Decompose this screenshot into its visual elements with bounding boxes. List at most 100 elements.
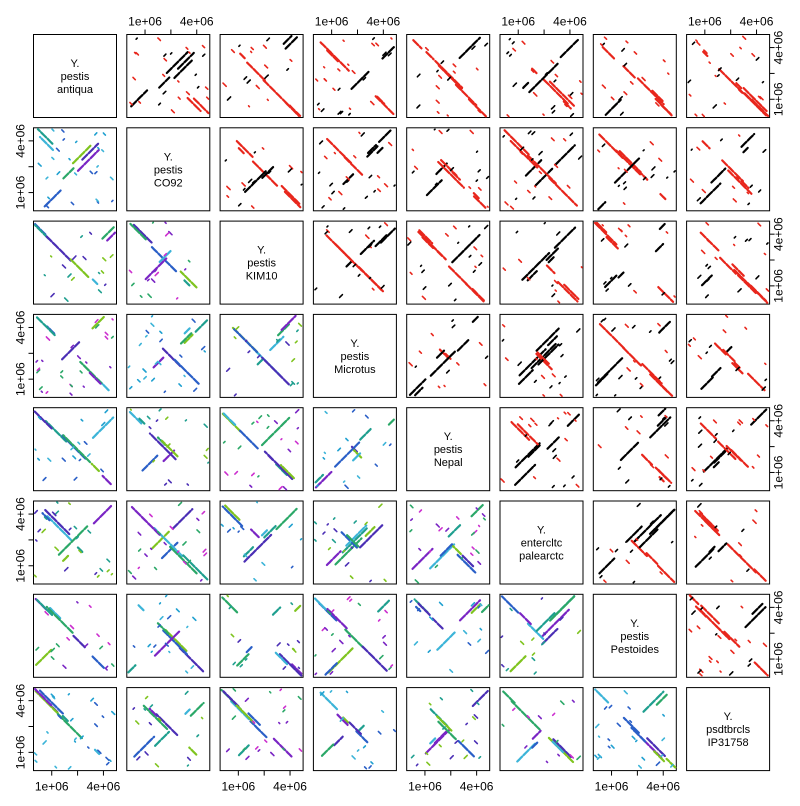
alignment-segment [145, 329, 150, 334]
alignment-segment [574, 419, 577, 422]
alignment-segment [702, 469, 706, 473]
alignment-segment [266, 414, 270, 418]
alignment-segment [453, 298, 457, 302]
alignment-segment [548, 422, 553, 427]
alignment-segment [559, 616, 564, 621]
alignment-segment [470, 601, 476, 607]
alignment-segment [712, 460, 721, 469]
alignment-segment [414, 579, 420, 584]
alignment-segment [622, 716, 640, 734]
alignment-segment [641, 756, 646, 761]
alignment-segment [438, 348, 449, 359]
diagonal-label-line: pestis [434, 444, 463, 456]
alignment-segment [221, 505, 244, 528]
alignment-segment [627, 224, 631, 228]
alignment-segment [623, 168, 628, 173]
alignment-segment [38, 386, 43, 391]
alignment-segment [251, 472, 255, 477]
alignment-segment [627, 282, 632, 287]
alignment-segment [603, 317, 607, 321]
panel-frame [312, 127, 397, 212]
axis-tick-label: 4e+06 [87, 780, 121, 794]
alignment-segment [728, 671, 734, 676]
alignment-segment [62, 167, 75, 180]
alignment-segment [526, 276, 531, 281]
alignment-segment [55, 510, 60, 515]
alignment-segment [533, 379, 537, 383]
alignment-segment [35, 598, 54, 617]
alignment-segment [176, 550, 180, 554]
alignment-segment [608, 704, 613, 709]
alignment-segment [368, 765, 372, 769]
alignment-segment [188, 51, 191, 54]
alignment-segment [296, 382, 299, 385]
alignment-segment [67, 693, 71, 696]
alignment-segment [418, 509, 423, 513]
alignment-segment [337, 87, 341, 91]
axis-tick-label: 4e+06 [772, 404, 786, 438]
alignment-segment [553, 163, 559, 169]
alignment-segment [549, 176, 554, 181]
alignment-segment [510, 700, 541, 731]
alignment-segment [542, 394, 546, 397]
alignment-segment [62, 138, 66, 141]
alignment-segment [47, 457, 52, 462]
alignment-segment [609, 276, 613, 280]
alignment-segment [708, 655, 713, 661]
alignment-segment [699, 182, 722, 205]
alignment-segment [411, 170, 415, 174]
alignment-segment [438, 74, 443, 79]
panel-co92-pestoides [592, 127, 677, 212]
alignment-segment [429, 542, 457, 570]
alignment-segment [617, 167, 620, 170]
alignment-segment [109, 254, 114, 259]
alignment-segment [742, 146, 749, 154]
diagonal-label-line: Y. [444, 431, 453, 443]
alignment-segment [569, 132, 574, 137]
alignment-segment [338, 293, 344, 299]
alignment-segment [531, 741, 539, 749]
alignment-segment [434, 59, 464, 89]
alignment-segment [333, 528, 338, 533]
alignment-segment [76, 355, 82, 360]
alignment-segment [266, 425, 270, 429]
alignment-segment [129, 385, 133, 390]
alignment-segment [716, 660, 719, 664]
panel-frame [33, 34, 117, 118]
alignment-segment [70, 276, 75, 281]
alignment-segment [383, 183, 389, 188]
axis-tick-label: 1e+06 [315, 15, 349, 29]
alignment-segment [261, 561, 266, 566]
alignment-segment [371, 42, 376, 47]
panel-frame [499, 407, 584, 492]
alignment-segment [477, 605, 481, 609]
alignment-segment [712, 419, 718, 424]
alignment-segment [559, 38, 579, 59]
alignment-segment [478, 341, 483, 346]
alignment-segment [51, 511, 57, 516]
alignment-segment [517, 369, 534, 385]
alignment-segment [155, 419, 159, 422]
panel-palearctc-antiqua [33, 500, 117, 585]
alignment-segment [347, 63, 350, 66]
alignment-segment [513, 180, 518, 184]
alignment-segment [708, 61, 711, 64]
alignment-segment [449, 668, 454, 673]
alignment-segment [171, 508, 194, 530]
alignment-segment [762, 642, 768, 648]
alignment-segment [153, 644, 157, 648]
alignment-segment [249, 720, 268, 739]
alignment-segment [63, 566, 69, 572]
alignment-segment [438, 527, 443, 532]
alignment-segment [158, 250, 172, 263]
alignment-segment [337, 447, 342, 452]
alignment-segment [330, 633, 334, 636]
alignment-segment [551, 373, 556, 378]
alignment-segment [746, 568, 750, 572]
alignment-segment [177, 80, 180, 83]
alignment-segment [522, 81, 530, 89]
alignment-segment [713, 450, 727, 464]
alignment-segment [616, 408, 621, 413]
alignment-segment [154, 730, 171, 747]
